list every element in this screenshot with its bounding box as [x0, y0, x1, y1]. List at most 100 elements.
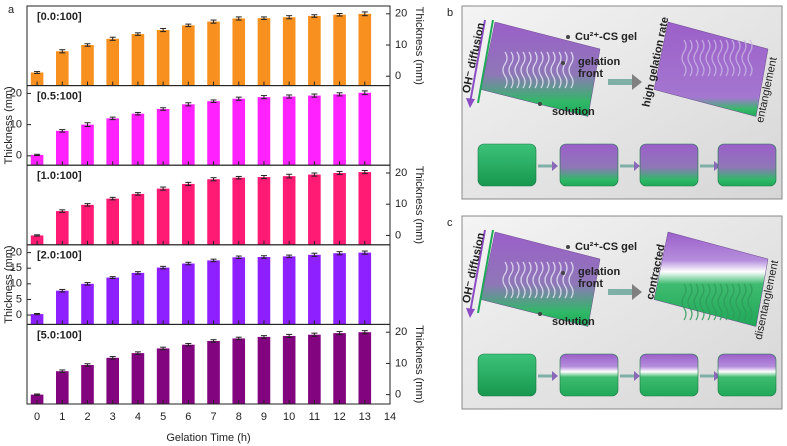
wave: [502, 261, 508, 299]
bar: [282, 17, 296, 86]
bar: [131, 113, 145, 166]
y-axis-title: Thickness (mm): [3, 245, 15, 323]
bar: [308, 15, 321, 86]
bar: [182, 183, 195, 245]
wave: [544, 51, 550, 89]
x-tick-label: 4: [135, 411, 141, 423]
error-bar: [311, 332, 318, 337]
bar: [358, 172, 372, 245]
error-bar: [84, 282, 91, 286]
error-bar: [311, 14, 318, 18]
mini-slab: [639, 143, 699, 187]
error-bar: [109, 116, 116, 121]
y-axis-title: Thickness (mm): [413, 7, 425, 85]
error-bar: [235, 96, 242, 101]
y-tick-label: 20: [395, 8, 407, 20]
panel-title: [5.0:100]: [37, 329, 82, 341]
error-bar: [34, 234, 41, 237]
bar: [131, 272, 145, 325]
error-bar: [59, 129, 66, 133]
bar: [55, 211, 69, 245]
error-bar: [361, 90, 368, 96]
bar: [131, 193, 145, 245]
error-bar: [134, 351, 141, 355]
bar: [30, 154, 44, 166]
bar: [257, 97, 271, 166]
wave: [502, 51, 508, 89]
error-bar: [34, 393, 41, 396]
y-tick-label: 10: [10, 119, 22, 131]
wave: [723, 39, 729, 77]
gel-label: Cu²⁺-CS gel: [575, 241, 637, 253]
wave: [747, 283, 753, 321]
error-bar: [84, 363, 91, 367]
bar: [55, 371, 69, 404]
y-tick-label: 10: [395, 39, 407, 51]
bar: [232, 18, 246, 86]
error-bar: [134, 192, 141, 196]
wave: [508, 261, 514, 299]
bar: [156, 348, 170, 404]
error-bar: [210, 19, 217, 24]
y-tick-label: 0: [395, 70, 401, 82]
bar: [308, 254, 321, 325]
mini-arrow-head: [714, 161, 720, 171]
wave: [556, 261, 562, 299]
error-bar: [160, 346, 167, 351]
bar: [207, 21, 220, 86]
error-bar: [235, 336, 242, 341]
panel-title: [2.0:100]: [37, 250, 82, 262]
gel-label: Cu²⁺-CS gel: [575, 31, 637, 43]
bar: [257, 177, 271, 245]
pointer-dot: [561, 61, 565, 65]
bar: [156, 188, 170, 245]
panel-letter: c: [447, 217, 453, 229]
bar: [308, 174, 321, 245]
wave: [705, 39, 711, 77]
error-bar: [210, 177, 217, 182]
bar: [282, 176, 296, 245]
mini-arrow-head: [552, 161, 558, 171]
mini-arrow-head: [552, 371, 558, 381]
bar: [232, 257, 246, 325]
error-bar: [59, 209, 66, 213]
wave: [711, 39, 717, 77]
bar: [81, 283, 94, 325]
wave: [514, 261, 520, 299]
x-tick-label: 13: [359, 411, 371, 423]
error-bar: [134, 111, 141, 116]
wave: [687, 39, 693, 77]
panel-title: [0.0:100]: [37, 11, 82, 23]
x-tick-label: 7: [210, 411, 216, 423]
error-bar: [311, 172, 318, 177]
arrow-head: [466, 308, 475, 318]
error-bar: [336, 331, 343, 336]
diffusion-arrow: [469, 19, 486, 104]
error-bar: [286, 254, 293, 259]
error-bar: [311, 252, 318, 257]
error-bar: [185, 181, 192, 186]
bar: [282, 256, 296, 325]
y-tick-label: 20: [395, 167, 407, 179]
wave: [741, 39, 747, 77]
x-tick-label: 14: [384, 411, 396, 423]
error-bar: [59, 49, 66, 54]
bar: [207, 179, 220, 245]
y-tick-label: 10: [395, 357, 407, 369]
bar: [282, 335, 296, 404]
x-tick-label: 10: [283, 411, 295, 423]
bar: [308, 95, 321, 166]
wave: [538, 261, 544, 299]
x-tick-label: 8: [236, 411, 242, 423]
error-bar: [260, 335, 267, 339]
bar: [207, 340, 220, 404]
mini-slab: [717, 143, 777, 187]
wave: [550, 51, 556, 89]
y-tick-label: 20: [395, 326, 407, 338]
bar: [81, 45, 94, 86]
y-tick-label: 10: [395, 198, 407, 210]
error-bar: [134, 271, 141, 275]
pointer-dot: [566, 245, 570, 249]
wave: [544, 261, 550, 299]
error-bar: [210, 339, 217, 343]
